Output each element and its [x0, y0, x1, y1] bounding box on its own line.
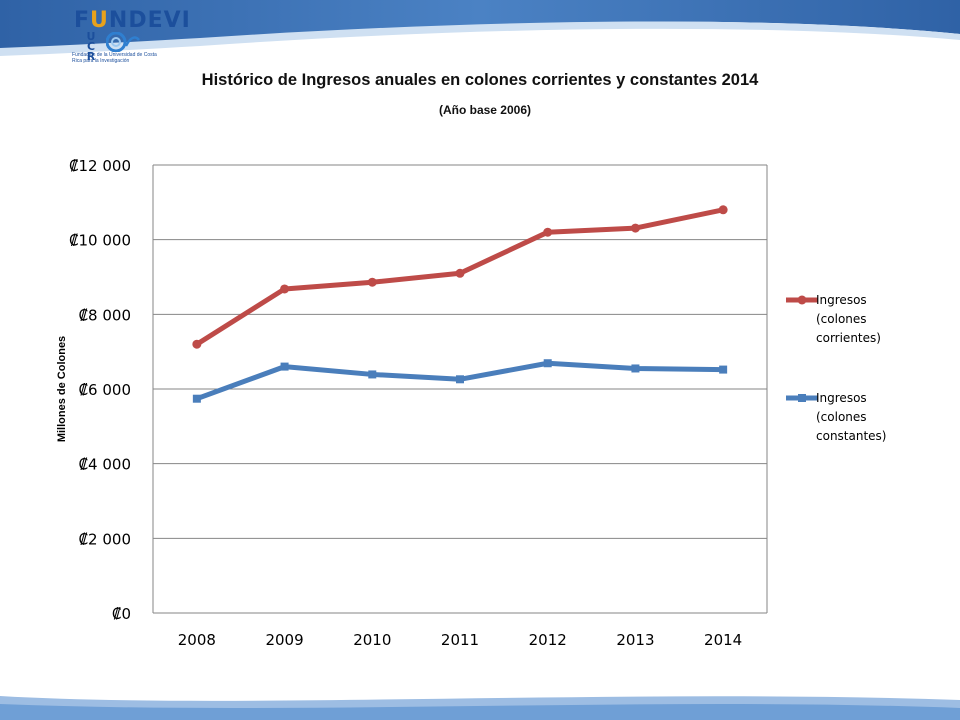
y-tick-label: ₡10 000	[69, 232, 131, 250]
y-tick-labels: ₡0 ₡2 000 ₡4 000 ₡6 000 ₡8 000 ₡10 000 ₡12 000	[69, 157, 131, 623]
data-point	[456, 375, 464, 384]
legend-marker	[797, 295, 807, 305]
x-tick-labels: 2008 2009 2010 2011 2012 2013 2014	[178, 631, 742, 649]
data-point	[192, 339, 202, 349]
data-point	[192, 394, 201, 403]
legend-item: Ingresos (colones constantes)	[786, 391, 886, 443]
x-tick-label: 2012	[529, 631, 567, 649]
y-tick-label: ₡6 000	[79, 381, 132, 399]
header-wave-band	[0, 0, 960, 56]
legend-item: Ingresos (colones corrientes)	[786, 293, 881, 345]
y-tick-label: ₡4 000	[79, 456, 132, 474]
legend-label: Ingresos (colones corrientes)	[816, 293, 881, 345]
data-point	[630, 223, 640, 233]
gridlines	[153, 164, 767, 614]
series-1	[192, 205, 728, 349]
chart-subtitle: (Año base 2006)	[438, 103, 532, 117]
data-point	[280, 284, 290, 294]
logo-wordmark: FUNDEVI	[74, 8, 191, 33]
data-point	[719, 365, 728, 374]
x-tick-label: 2014	[704, 631, 742, 649]
data-point	[718, 205, 728, 215]
logo-subtitle: Fundación de la Universidad de Costa Ric…	[72, 52, 157, 64]
data-point	[543, 227, 553, 237]
data-point	[280, 362, 289, 371]
data-point	[455, 268, 465, 278]
x-tick-label: 2008	[178, 631, 216, 649]
chart-title: Histórico de Ingresos anuales en colones…	[201, 71, 759, 89]
x-tick-label: 2011	[441, 631, 479, 649]
logo-wave-icon	[106, 32, 140, 52]
x-tick-label: 2010	[353, 631, 391, 649]
legend-label: Ingresos (colones constantes)	[816, 391, 886, 443]
x-tick-label: 2009	[265, 631, 303, 649]
legend-marker	[798, 394, 806, 402]
data-point	[368, 370, 377, 379]
footer-wave-band	[0, 696, 960, 720]
data-point	[543, 359, 552, 368]
data-point	[631, 364, 640, 373]
y-tick-label: ₡2 000	[79, 530, 132, 548]
y-tick-label: ₡0	[112, 605, 131, 623]
legend: Ingresos (colones corrientes) Ingresos (colo…	[786, 293, 886, 443]
y-axis-label: Millones de Colones	[56, 336, 68, 442]
y-tick-label: ₡8 000	[79, 306, 132, 324]
series-2	[192, 359, 728, 403]
data-point	[367, 277, 377, 287]
y-tick-label: ₡12 000	[69, 157, 131, 175]
series-lines	[192, 205, 728, 403]
x-tick-label: 2013	[616, 631, 654, 649]
